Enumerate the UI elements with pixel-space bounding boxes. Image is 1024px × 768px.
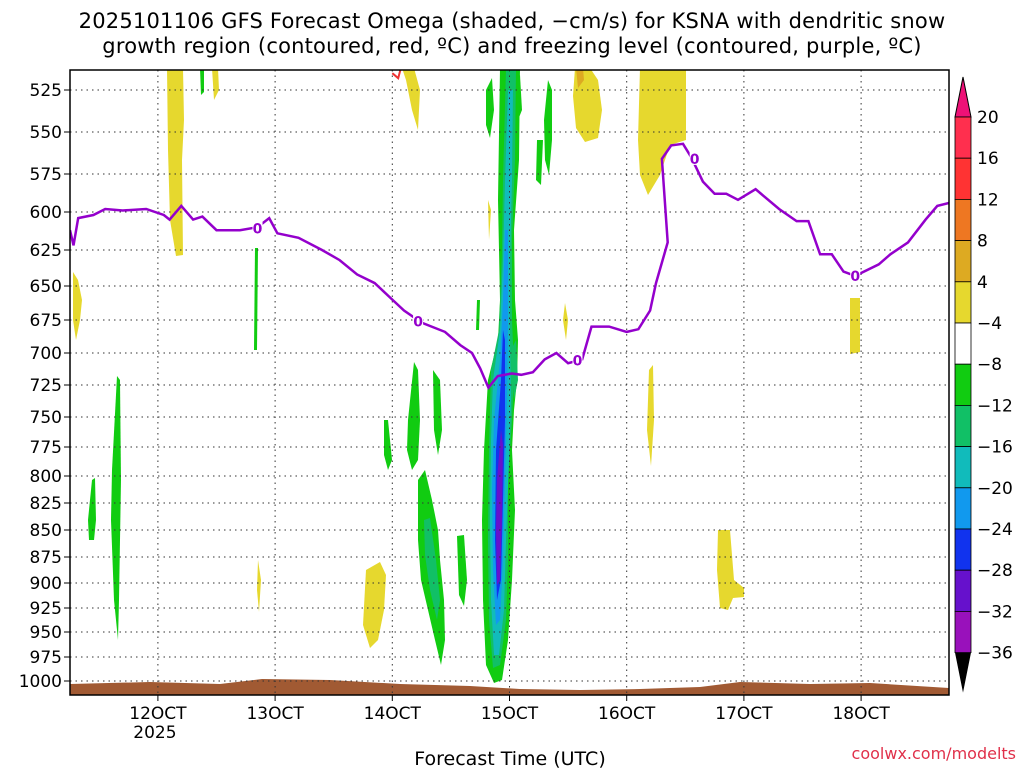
y-tick-label: 775: [30, 438, 62, 458]
y-tick-label: 550: [30, 123, 62, 143]
y-tick-label: 900: [30, 574, 62, 594]
colorbar-label: 20: [977, 108, 999, 128]
colorbar-label: −16: [977, 438, 1013, 458]
y-tick-label: 925: [30, 599, 62, 619]
colorbar-segment: [955, 117, 971, 158]
colorbar-segment: [955, 611, 971, 652]
dendritic-contour-line: [392, 65, 401, 78]
omega-shading: [73, 68, 860, 683]
colorbar-label: −32: [977, 602, 1013, 622]
y-tick-label: 700: [30, 344, 62, 364]
colorbar-label: 16: [977, 149, 999, 169]
y-tick-label: 600: [30, 203, 62, 223]
colorbar-segment: [955, 570, 971, 611]
y-tick-label: 675: [30, 311, 62, 331]
colorbar-label: −24: [977, 520, 1013, 540]
y-tick-label: 1000: [19, 672, 62, 692]
x-tick-label: 16OCT: [598, 704, 656, 724]
x-tick-label: 13OCT: [246, 704, 304, 724]
chart-svg: 0 0 0 0 0 525 550 575 600 625 650 675 700 725 750 775 8…: [0, 0, 1024, 768]
colorbar-segment: [955, 199, 971, 240]
y-axis: 525 550 575 600 625 650 675 700 725 750 775 800 825 8…: [19, 81, 70, 692]
y-tick-label: 525: [30, 81, 62, 101]
colorbar-label: −4: [977, 314, 1002, 334]
y-tick-label: 750: [30, 408, 62, 428]
colorbar-label: −8: [977, 355, 1002, 375]
colorbar-segment: [955, 447, 971, 488]
contour-label: 0: [253, 222, 263, 238]
colorbar-label: −36: [977, 644, 1013, 664]
colorbar-segment: [955, 488, 971, 529]
contour-label: 0: [413, 314, 423, 330]
y-tick-label: 625: [30, 241, 62, 261]
colorbar-label: 8: [977, 232, 988, 252]
x-tick-label: 14OCT: [364, 704, 422, 724]
contour-label: 0: [850, 269, 860, 285]
colorbar-segment: [955, 529, 971, 570]
x-tick-sublabel: 2025: [133, 723, 176, 743]
colorbar-segment: [955, 364, 971, 405]
colorbar-label: −20: [977, 479, 1013, 499]
x-tick-label: 17OCT: [715, 704, 773, 724]
freezing-level-labels: 0 0 0 0 0: [253, 151, 861, 370]
y-tick-label: 850: [30, 521, 62, 541]
x-tick-label: 12OCT: [129, 704, 187, 724]
colorbar-top-arrow: [955, 77, 971, 117]
y-tick-label: 725: [30, 376, 62, 396]
y-tick-label: 575: [30, 165, 62, 185]
x-tick-label: 15OCT: [481, 704, 539, 724]
colorbar-label: −12: [977, 396, 1013, 416]
colorbar-label: 4: [977, 273, 988, 293]
y-tick-label: 800: [30, 467, 62, 487]
colorbar-label: 12: [977, 190, 999, 210]
contour-label: 0: [690, 152, 700, 168]
colorbar-segment: [955, 405, 971, 446]
x-axis-label: Forecast Time (UTC): [414, 748, 605, 768]
y-tick-label: 950: [30, 623, 62, 643]
y-tick-label: 650: [30, 277, 62, 297]
colorbar-segment: [955, 158, 971, 199]
y-tick-label: 975: [30, 648, 62, 668]
credit-link[interactable]: coolwx.com/modelts: [852, 744, 1016, 763]
colorbar-segment: [955, 241, 971, 282]
colorbar-segment: [955, 282, 971, 323]
y-tick-label: 875: [30, 548, 62, 568]
x-tick-label: 18OCT: [832, 704, 890, 724]
colorbar-bottom-arrow: [955, 653, 971, 693]
colorbar-label: −28: [977, 561, 1013, 581]
colorbar: 20 16 12 8 4 −4 −8 −12 −16 −20 −24 −28 −32 −36: [955, 77, 1013, 693]
contour-label: 0: [573, 354, 583, 370]
y-tick-label: 825: [30, 494, 62, 514]
colorbar-segment: [955, 323, 971, 364]
